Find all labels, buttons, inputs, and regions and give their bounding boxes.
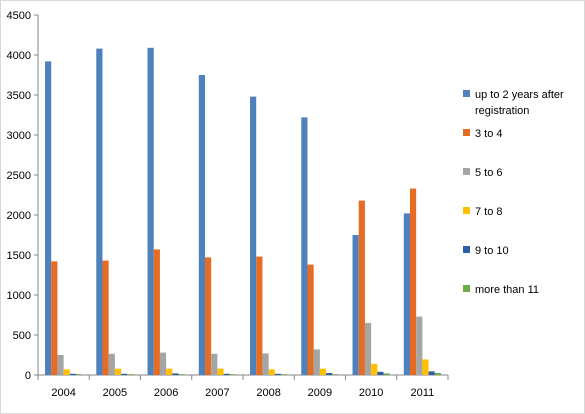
legend-label: more than 11 [475,284,539,296]
y-tick-label: 1000 [7,290,31,302]
y-tick-label: 0 [25,370,31,382]
legend-swatch [463,285,470,292]
y-tick-label: 4500 [7,10,31,22]
bar-3-to-4 [358,200,365,375]
x-tick-label: 2011 [411,387,435,399]
x-tick-label: 2008 [256,387,280,399]
x-tick-label: 2009 [308,387,332,399]
x-tick-label: 2006 [154,387,178,399]
x-tick-label: 2005 [103,387,127,399]
bar-5-to-6 [159,352,167,375]
bar-up-to-2-years-after-registration [403,213,410,375]
bar-5-to-6 [108,353,115,375]
bar-more-than-11 [76,374,83,375]
bar-7-to-8 [268,369,275,375]
bar-5-to-6 [262,353,269,375]
y-tick-label: 500 [13,330,31,342]
bar-more-than-11 [434,373,441,375]
bar-up-to-2-years-after-registration [352,235,359,375]
bar-9-to-10 [69,373,77,375]
legend-swatch [463,207,470,214]
legend-swatch [463,129,470,136]
y-tick-label: 1500 [7,250,31,262]
bar-7-to-8 [63,369,70,375]
y-tick-label: 2500 [7,170,31,182]
bar-9-to-10 [121,373,128,375]
bar-5-to-6 [57,355,64,375]
bar-up-to-2-years-after-registration [198,75,205,375]
bar-5-to-6 [364,323,372,375]
legend-label: up to 2 years after [475,89,564,101]
bar-3-to-4 [256,256,263,375]
x-tick-label: 2007 [205,387,229,399]
y-tick-label: 3500 [7,90,31,102]
bar-7-to-8 [114,368,122,375]
legend-label: 5 to 6 [475,167,503,179]
legend-swatch [463,168,470,175]
bar-3-to-4 [102,260,109,375]
bar-5-to-6 [416,316,423,375]
bar-9-to-10 [274,373,282,375]
bar-7-to-8 [319,368,327,375]
bar-up-to-2-years-after-registration [250,96,257,375]
x-tick-label: 2004 [51,387,75,399]
bar-more-than-11 [383,373,390,375]
bar-3-to-4 [153,249,160,375]
legend-label: registration [475,105,529,117]
bar-9-to-10 [377,371,384,375]
bar-7-to-8 [217,368,224,375]
bar-3-to-4 [409,188,417,375]
bar-up-to-2-years-after-registration [147,47,154,376]
bar-more-than-11 [332,374,339,375]
bar-more-than-11 [281,374,288,375]
bar-7-to-8 [422,359,429,375]
bar-more-than-11 [178,374,185,375]
bar-7-to-8 [371,363,378,375]
y-tick-label: 4000 [7,50,31,62]
y-tick-label: 2000 [7,210,31,222]
bar-up-to-2-years-after-registration [96,48,103,375]
legend-label: 7 to 8 [475,206,503,218]
bar-9-to-10 [223,373,230,375]
legend-swatch [463,90,470,97]
y-tick-label: 3000 [7,130,31,142]
bar-5-to-6 [211,353,218,375]
x-tick-label: 2010 [359,387,383,399]
legend-label: 9 to 10 [475,245,509,257]
bar-3-to-4 [51,261,58,375]
bar-up-to-2-years-after-registration [45,61,52,376]
bar-more-than-11 [229,374,236,375]
bar-up-to-2-years-after-registration [301,117,308,376]
legend-swatch [463,246,470,253]
bar-3-to-4 [307,264,314,375]
bar-3-to-4 [204,257,212,375]
bar-7-to-8 [166,368,173,375]
bar-9-to-10 [172,373,179,375]
bar-9-to-10 [326,373,333,375]
bar-9-to-10 [428,371,435,375]
bar-more-than-11 [127,374,134,375]
bar-5-to-6 [313,349,320,375]
legend-label: 3 to 4 [475,128,503,140]
